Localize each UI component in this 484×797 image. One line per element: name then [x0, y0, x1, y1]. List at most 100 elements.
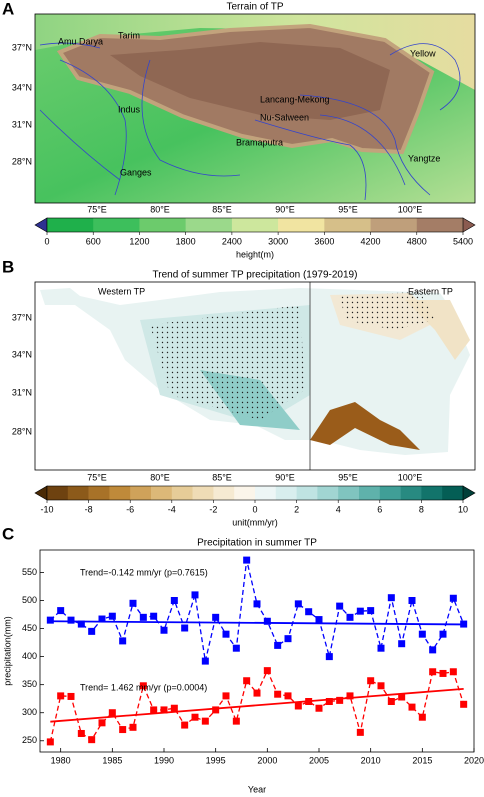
- place-label: Lancang-Mekong: [260, 94, 330, 104]
- colorbar-tick-label: 3600: [314, 236, 334, 246]
- marker: [325, 653, 333, 661]
- lon-label: 80°E: [150, 472, 170, 482]
- place-label: Eastern TP: [408, 286, 453, 296]
- marker: [274, 641, 282, 649]
- colorbar-segment: [185, 218, 233, 232]
- panel-label: B: [2, 257, 14, 276]
- colorbar-segment: [255, 486, 277, 500]
- marker: [181, 721, 189, 729]
- place-label: Amu Darya: [58, 36, 103, 46]
- plot-frame: [39, 549, 475, 753]
- lat-label: 31°N: [12, 119, 32, 129]
- colorbar-segment: [275, 486, 297, 500]
- marker: [305, 608, 313, 616]
- marker: [150, 612, 158, 620]
- marker: [46, 738, 54, 746]
- lat-label: 31°N: [12, 387, 32, 397]
- marker: [150, 706, 158, 714]
- marker: [191, 591, 199, 599]
- series-line: [49, 559, 465, 662]
- place-label: Ganges: [120, 167, 152, 177]
- marker: [170, 704, 178, 712]
- colorbar-segment: [47, 218, 94, 232]
- marker: [129, 723, 137, 731]
- lon-label: 85°E: [212, 472, 232, 482]
- marker: [429, 668, 437, 676]
- marker: [284, 692, 292, 700]
- colorbar-segment: [88, 486, 110, 500]
- marker: [408, 703, 416, 711]
- colorbar-segment: [338, 486, 360, 500]
- marker: [170, 597, 178, 604]
- colorbar-segment: [421, 486, 443, 500]
- marker: [449, 594, 457, 602]
- lon-label: 90°E: [275, 472, 295, 482]
- colorbar-tick-label: 1200: [129, 236, 149, 246]
- panel-label: A: [2, 0, 14, 18]
- place-label: Yangtze: [408, 153, 440, 163]
- place-label: Nu-Salween: [260, 112, 309, 122]
- lon-label: 90°E: [275, 204, 295, 214]
- marker: [449, 668, 457, 676]
- marker: [119, 637, 127, 645]
- marker: [387, 594, 395, 602]
- trend-line: [50, 687, 464, 723]
- colorbar-segment: [47, 486, 69, 500]
- colorbar-segment: [416, 218, 464, 232]
- y-tick-label: 550: [22, 567, 37, 577]
- colorbar-segment: [93, 218, 140, 232]
- marker: [243, 556, 251, 564]
- colorbar-segment: [130, 486, 152, 500]
- x-tick-label: 2015: [412, 755, 432, 765]
- colorbar-segment: [317, 486, 339, 500]
- marker: [67, 616, 75, 624]
- chart-title: Precipitation in summer TP: [197, 538, 317, 549]
- marker: [346, 613, 354, 621]
- marker: [232, 644, 240, 652]
- y-tick-label: 450: [22, 623, 37, 633]
- colorbar-tick-label: -2: [209, 504, 217, 514]
- marker: [346, 692, 354, 700]
- colorbar-tick-label: 4800: [407, 236, 427, 246]
- colorbar-segment: [324, 218, 371, 232]
- marker: [201, 717, 209, 725]
- colorbar-tick-label: 10: [458, 504, 468, 514]
- lon-label: 95°E: [338, 472, 358, 482]
- marker: [212, 706, 220, 714]
- x-tick-label: 2005: [309, 755, 329, 765]
- marker: [325, 698, 333, 705]
- colorbar-tick-label: -10: [40, 504, 53, 514]
- marker: [98, 719, 106, 727]
- colorbar-segment: [192, 486, 214, 500]
- marker: [77, 620, 85, 628]
- marker: [160, 706, 168, 714]
- colorbar-tick-label: 600: [86, 236, 101, 246]
- marker: [129, 599, 137, 607]
- place-label: Tarim: [118, 30, 140, 40]
- marker: [181, 624, 189, 632]
- marker: [336, 696, 344, 704]
- colorbar-segment: [139, 218, 186, 232]
- marker: [377, 644, 385, 652]
- colorbar-segment: [234, 486, 256, 500]
- marker: [356, 728, 364, 736]
- marker: [263, 617, 271, 625]
- marker: [284, 635, 292, 643]
- marker: [367, 607, 375, 615]
- marker: [77, 729, 85, 737]
- marker: [418, 630, 426, 638]
- colorbar-tick-label: 3000: [268, 236, 288, 246]
- marker: [222, 692, 230, 700]
- place-label: Bramaputra: [236, 137, 283, 147]
- annotation: Trend=-0.142 mm/yr (p=0.7615): [80, 567, 208, 577]
- colorbar-segment: [67, 486, 89, 500]
- colorbar-end: [462, 217, 476, 233]
- x-tick-label: 2020: [464, 755, 484, 765]
- terrain-map: [34, 13, 476, 204]
- x-tick-label: 1995: [206, 755, 226, 765]
- marker: [460, 700, 468, 708]
- marker: [377, 682, 385, 690]
- y-tick-label: 350: [22, 679, 37, 689]
- colorbar-tick-label: -6: [126, 504, 134, 514]
